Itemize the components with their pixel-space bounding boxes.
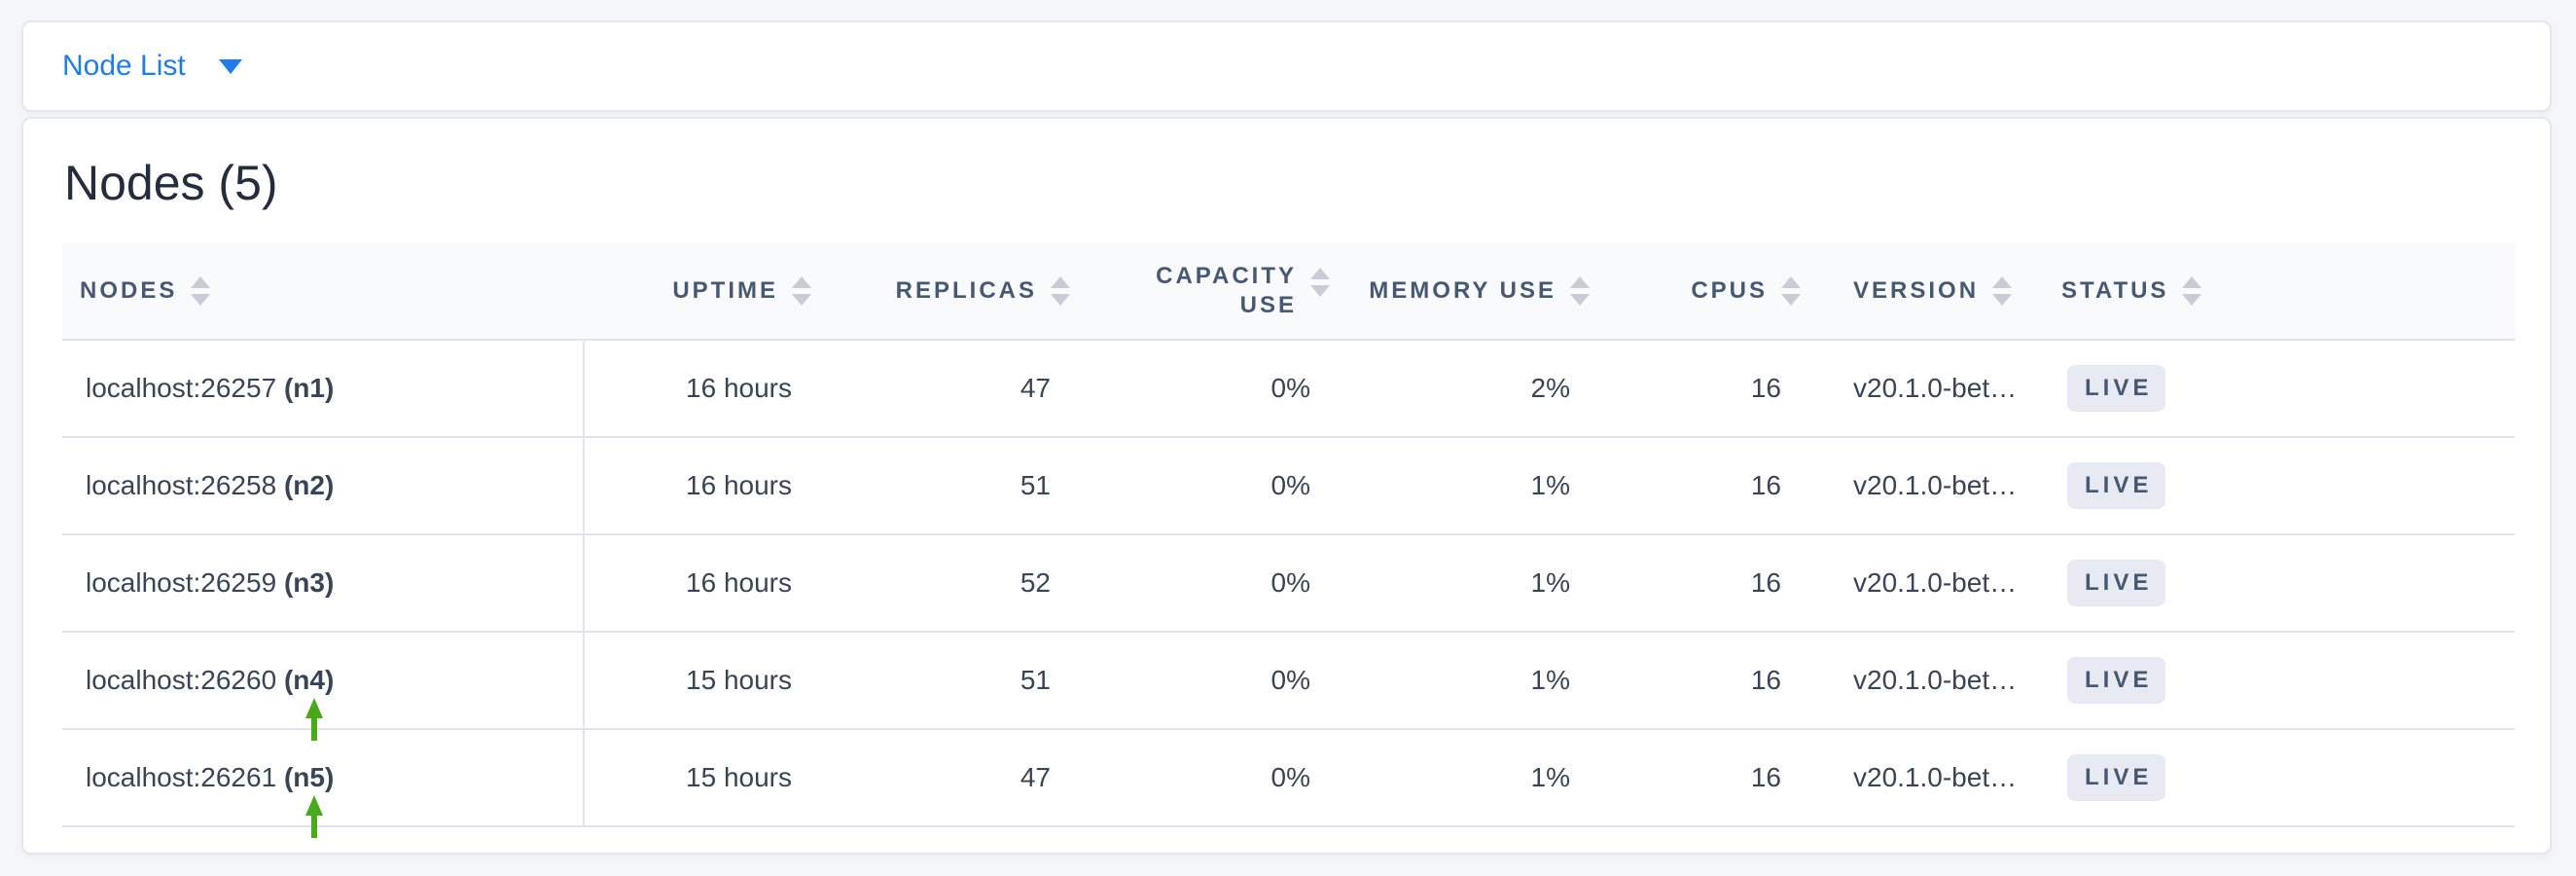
page-title: Nodes (5) (64, 156, 278, 210)
capacity-use-cell: 0% (1074, 728, 1334, 827)
sort-icon[interactable] (1051, 276, 1070, 306)
node-list-dropdown-label: Node List (62, 50, 186, 82)
cpus-cell: 16 (1593, 436, 1805, 534)
cpus-cell: 16 (1593, 533, 1805, 632)
sort-icon[interactable] (2182, 276, 2202, 306)
nodes-card: Nodes (5) NODES UPTIME REPLICAS CAPACITY USE… (21, 117, 2552, 855)
table-row[interactable]: localhost:26257 (n1) 16 hours 47 0% 2% 16 v20.… (62, 339, 2515, 437)
column-label: STATUS (2061, 277, 2169, 304)
status-badge: LIVE (2067, 365, 2166, 412)
node-address: localhost:26258 (86, 470, 284, 500)
node-id: (n4) (283, 665, 335, 695)
column-label: REPLICAS (895, 277, 1037, 304)
node-id: (n5) (283, 762, 335, 792)
version-cell: v20.1.0-bet… (1805, 533, 2038, 632)
status-cell: LIVE (2038, 631, 2515, 729)
status-cell: LIVE (2038, 728, 2515, 827)
node-cell: localhost:26260 (n4) (62, 631, 585, 741)
table-row[interactable]: localhost:26260 (n4) 15 hours 51 0% 1% 16 v20.… (62, 631, 2515, 741)
node-id: (n3) (283, 567, 335, 598)
version-cell: v20.1.0-bet… (1805, 631, 2038, 729)
sort-icon[interactable] (1310, 268, 1330, 297)
memory-use-cell: 1% (1334, 533, 1593, 632)
column-header-node[interactable]: NODES (62, 243, 584, 340)
column-label: CAPACITY USE (1156, 263, 1297, 318)
replicas-cell: 52 (815, 533, 1074, 632)
cpus-cell: 16 (1593, 631, 1805, 729)
replicas-cell: 47 (815, 339, 1074, 437)
status-badge: LIVE (2067, 754, 2166, 801)
top-bar: Node List (21, 20, 2552, 112)
column-header-cpus[interactable]: CPUS (1593, 243, 1805, 340)
column-header-uptime[interactable]: UPTIME (584, 243, 815, 340)
column-header-replicas[interactable]: REPLICAS (815, 243, 1074, 340)
memory-use-cell: 2% (1334, 339, 1593, 437)
uptime-cell: 16 hours (584, 436, 815, 534)
node-address: localhost:26259 (86, 567, 284, 598)
column-header-capacity[interactable]: CAPACITY USE (1074, 243, 1334, 340)
capacity-use-cell: 0% (1074, 436, 1334, 534)
version-cell: v20.1.0-bet… (1805, 339, 2038, 437)
replicas-cell: 51 (815, 436, 1074, 534)
status-cell: LIVE (2038, 436, 2515, 534)
column-header-memory[interactable]: MEMORY USE (1334, 243, 1593, 340)
column-label: UPTIME (672, 277, 778, 304)
column-label: CPUS (1691, 277, 1768, 304)
table-row[interactable]: localhost:26259 (n3) 16 hours 52 0% 1% 16 v20.… (62, 533, 2515, 632)
table-row[interactable]: localhost:26261 (n5) 15 hours 47 0% 1% 16 v20.… (62, 728, 2515, 838)
replicas-cell: 51 (815, 631, 1074, 729)
table-header: NODES UPTIME REPLICAS CAPACITY USE MEMORY USE… (62, 243, 2515, 340)
cpus-cell: 16 (1593, 728, 1805, 827)
memory-use-cell: 1% (1334, 728, 1593, 827)
node-cell: localhost:26261 (n5) (62, 728, 585, 838)
uptime-cell: 16 hours (584, 533, 815, 632)
capacity-use-cell: 0% (1074, 533, 1334, 632)
column-header-status[interactable]: STATUS (2038, 243, 2515, 340)
sort-icon[interactable] (1781, 276, 1801, 306)
node-address: localhost:26257 (86, 373, 284, 403)
annotation-arrow-up-icon (304, 795, 324, 838)
column-header-version[interactable]: VERSION (1805, 243, 2038, 340)
node-address: localhost:26260 (86, 665, 284, 695)
caret-down-icon (218, 58, 242, 74)
status-badge: LIVE (2067, 462, 2166, 509)
node-list-dropdown[interactable]: Node List (62, 52, 242, 81)
capacity-use-cell: 0% (1074, 631, 1334, 729)
capacity-use-cell: 0% (1074, 339, 1334, 437)
node-cell: localhost:26257 (n1) (62, 339, 585, 437)
node-cell: localhost:26259 (n3) (62, 533, 585, 632)
column-label: NODES (80, 277, 178, 304)
memory-use-cell: 1% (1334, 436, 1593, 534)
uptime-cell: 16 hours (584, 339, 815, 437)
node-address: localhost:26261 (86, 762, 284, 792)
table-row[interactable]: localhost:26258 (n2) 16 hours 51 0% 1% 16 v20.… (62, 436, 2515, 534)
version-cell: v20.1.0-bet… (1805, 436, 2038, 534)
annotation-arrow-up-icon (304, 698, 324, 741)
column-label: MEMORY USE (1369, 277, 1556, 304)
node-id: (n1) (283, 373, 335, 403)
sort-icon[interactable] (1570, 276, 1590, 306)
nodes-table: NODES UPTIME REPLICAS CAPACITY USE MEMORY USE… (62, 243, 2515, 838)
node-cell: localhost:26258 (n2) (62, 436, 585, 534)
uptime-cell: 15 hours (584, 728, 815, 827)
status-cell: LIVE (2038, 533, 2515, 632)
memory-use-cell: 1% (1334, 631, 1593, 729)
replicas-cell: 47 (815, 728, 1074, 827)
column-label: VERSION (1853, 277, 1980, 304)
status-badge: LIVE (2067, 657, 2166, 704)
sort-icon[interactable] (1992, 276, 2013, 306)
sort-icon[interactable] (792, 276, 811, 306)
uptime-cell: 15 hours (584, 631, 815, 729)
cpus-cell: 16 (1593, 339, 1805, 437)
status-cell: LIVE (2038, 339, 2515, 437)
sort-icon[interactable] (191, 276, 211, 306)
node-id: (n2) (283, 470, 335, 500)
version-cell: v20.1.0-bet… (1805, 728, 2038, 827)
status-badge: LIVE (2067, 560, 2166, 606)
